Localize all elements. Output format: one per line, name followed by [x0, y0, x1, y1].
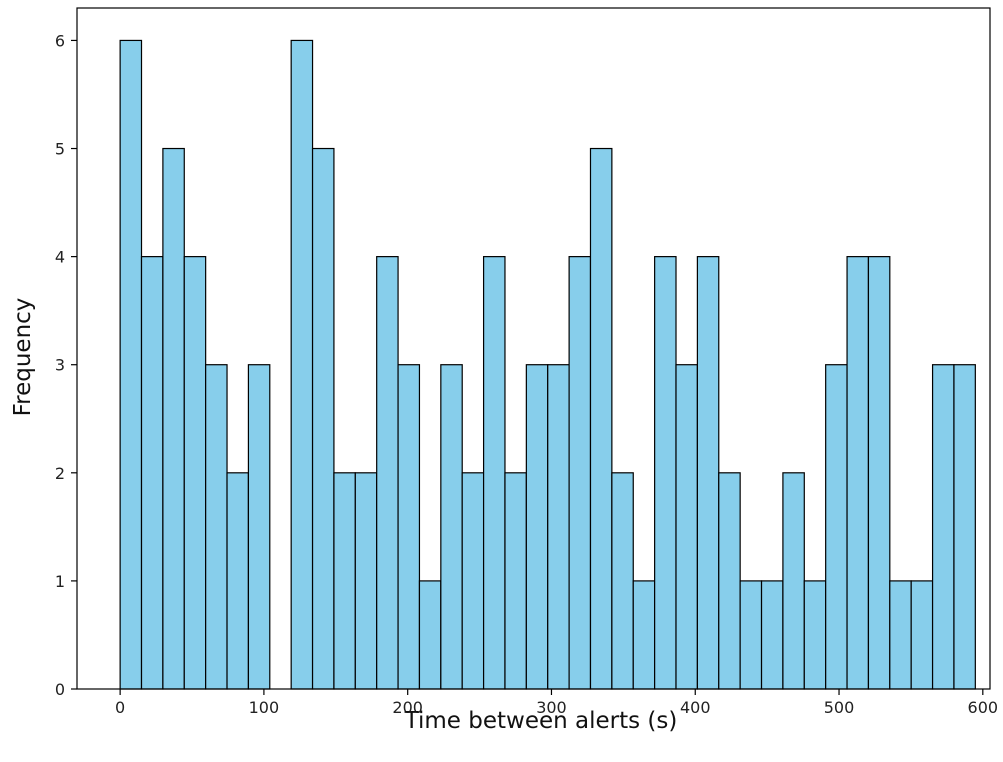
x-tick-label: 100: [249, 698, 280, 717]
histogram-bar-26: [675, 364, 698, 690]
histogram-bar-24: [632, 580, 656, 690]
histogram-bar-10: [333, 472, 356, 690]
histogram-bar-27: [696, 256, 720, 690]
y-tick-label: 3: [55, 356, 65, 375]
histogram-bar-22: [589, 147, 613, 690]
histogram-bar-4: [205, 364, 228, 690]
histogram-bar-37: [910, 580, 934, 690]
histogram-bar-21: [568, 256, 592, 690]
histogram-bar-13: [397, 364, 421, 690]
histogram-bar-9: [311, 147, 335, 690]
histogram-bar-25: [654, 256, 677, 690]
x-tick-label: 400: [680, 698, 711, 717]
y-axis-label: Frequency: [10, 298, 36, 417]
bars-group: [119, 39, 976, 690]
histogram-bar-29: [739, 580, 763, 690]
histogram-bar-31: [782, 472, 805, 690]
y-tick-label: 0: [55, 680, 65, 699]
histogram-bar-15: [440, 364, 463, 690]
histogram-bar-33: [825, 364, 848, 690]
histogram-bar-5: [226, 472, 250, 690]
histogram-bar-17: [482, 256, 506, 690]
histogram-bar-19: [525, 364, 549, 690]
histogram-bar-23: [611, 472, 634, 690]
histogram-bar-32: [803, 580, 827, 690]
plot-frame: [76, 7, 991, 690]
histogram-bar-12: [376, 256, 399, 690]
histogram-bar-3: [183, 256, 207, 690]
x-tick-label: 0: [115, 698, 125, 717]
y-tick-label: 1: [55, 572, 65, 591]
histogram-bar-11: [354, 472, 378, 690]
histogram-bar-30: [760, 580, 784, 690]
x-tick-label: 300: [536, 698, 567, 717]
histogram-bar-6: [247, 364, 271, 690]
y-axis-ticks: 0 1 2 3 4 5 6: [55, 31, 77, 699]
x-tick-label: 200: [392, 698, 423, 717]
histogram-bar-18: [504, 472, 527, 690]
y-tick-label: 5: [55, 140, 65, 159]
x-axis-label: Time between alerts (s): [404, 708, 678, 734]
histogram-bar-16: [461, 472, 485, 690]
histogram-bar-14: [418, 580, 442, 690]
histogram-bar-20: [547, 364, 570, 690]
x-axis-ticks: 0 100 200 300 400 500 600: [115, 689, 998, 717]
x-tick-label: 600: [968, 698, 999, 717]
x-tick-label: 500: [824, 698, 855, 717]
histogram-bar-35: [867, 256, 891, 690]
y-tick-label: 6: [55, 31, 65, 50]
histogram-bar-28: [718, 472, 741, 690]
y-tick-label: 2: [55, 464, 65, 483]
histogram-bar-38: [931, 364, 955, 690]
histogram-bar-36: [889, 580, 912, 690]
histogram-bar-34: [846, 256, 870, 690]
y-tick-label: 4: [55, 248, 65, 267]
histogram-bar-2: [162, 147, 185, 690]
histogram-bar-1: [140, 256, 164, 690]
histogram-bar-8: [290, 39, 314, 690]
histogram-bar-39: [953, 364, 976, 690]
histogram-bar-0: [119, 39, 143, 690]
